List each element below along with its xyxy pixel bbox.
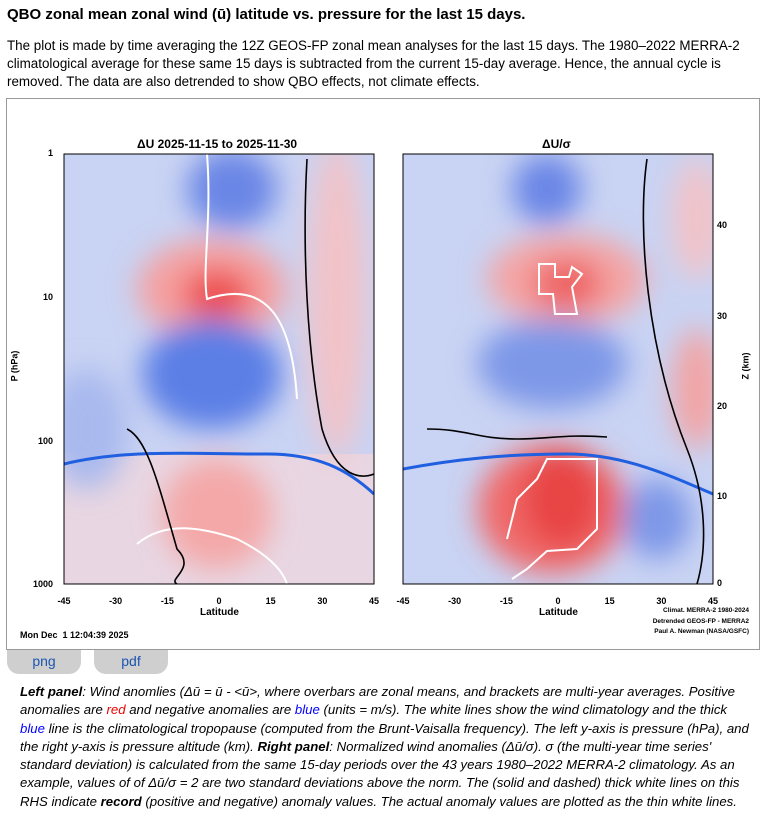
left-panel-field [64, 154, 374, 584]
p-tick: 1000 [32, 579, 53, 589]
p-tick: 10 [42, 292, 53, 302]
caption-text: (units = m/s). The white lines show the … [319, 702, 728, 718]
x-tick-label: 30 [317, 596, 328, 606]
x-tick-label: 0 [216, 596, 222, 606]
tropopause-line-right [403, 452, 713, 496]
caption-text: and negative anomalies are [125, 702, 295, 718]
caption-blue: blue [294, 702, 320, 718]
right-y-axis-label: Z (km) [740, 352, 751, 380]
right-panel-heading: Right panel [257, 738, 330, 754]
page-title: QBO zonal mean zonal wind (ū) latitude v… [7, 6, 526, 23]
figure-plot [63, 153, 714, 585]
caption-text: : Normalized wind anomalies (Δū/σ). σ (t… [20, 738, 740, 809]
credit-line: Paul A. Newman (NASA/GSFC) [654, 628, 749, 635]
z-tick: 30 [717, 311, 728, 321]
x-tick-label: -30 [448, 596, 462, 606]
caption-record: record [100, 793, 142, 809]
qbo-figure: ΔU 2025-11-15 to 2025-11-30 ΔU/σ P (hPa)… [6, 98, 760, 650]
z-tick: 20 [717, 401, 728, 411]
x-tick-label: -45 [57, 596, 71, 606]
right-panel-field [403, 154, 713, 584]
right-panel-title: ΔU/σ [542, 137, 571, 151]
credit-line: Climat. MERRA-2 1980-2024 [663, 607, 749, 614]
caption-red: red [106, 702, 126, 718]
credit-line: Detrended GEOS-FP - MERRA2 [652, 617, 749, 625]
x-tick-label: 45 [707, 596, 718, 606]
png-tab[interactable]: png [7, 650, 81, 674]
z-tick: 0 [717, 578, 723, 588]
left-panel-title: ΔU 2025-11-15 to 2025-11-30 [137, 137, 298, 151]
z-tick: 10 [717, 491, 728, 501]
caption-text: line is the climatological tropopause (c… [20, 720, 749, 754]
x-tick-label: -15 [499, 596, 513, 606]
right-x-axis-label: Latitude [539, 607, 578, 618]
caption-text: (positive and negative) anomaly values. … [141, 793, 737, 809]
x-tick-label: 45 [368, 596, 379, 606]
z-tick: 40 [717, 220, 728, 230]
intro-text: The plot is made by time averaging the 1… [7, 38, 740, 89]
x-tick-label: 30 [656, 596, 667, 606]
p-tick: 100 [37, 436, 53, 446]
left-y-axis-label: P (hPa) [9, 350, 20, 382]
x-tick-label: 0 [555, 596, 561, 606]
caption-text: : Wind anomlies (Δū = ū - <ū>, where ove… [20, 684, 735, 718]
x-tick-label: -45 [396, 596, 410, 606]
caption-blue: blue [20, 720, 45, 736]
x-tick-label: 15 [604, 596, 615, 606]
left-panel-heading: Left panel [20, 684, 83, 699]
p-tick: 1 [47, 148, 53, 158]
x-tick-label: -30 [109, 596, 123, 606]
credits: Climat. MERRA-2 1980-2024 Detrended GEOS… [653, 606, 749, 638]
pdf-tab[interactable]: pdf [94, 650, 168, 674]
left-x-axis-label: Latitude [200, 607, 239, 618]
tropopause-line-left [64, 451, 374, 496]
x-tick-label: 15 [265, 596, 276, 606]
x-tick-label: -15 [160, 596, 174, 606]
timestamp: Mon Dec 1 12:04:39 2025 [20, 630, 129, 640]
caption: Left panel: Wind anomlies (Δū = ū - <ū>,… [20, 683, 750, 811]
